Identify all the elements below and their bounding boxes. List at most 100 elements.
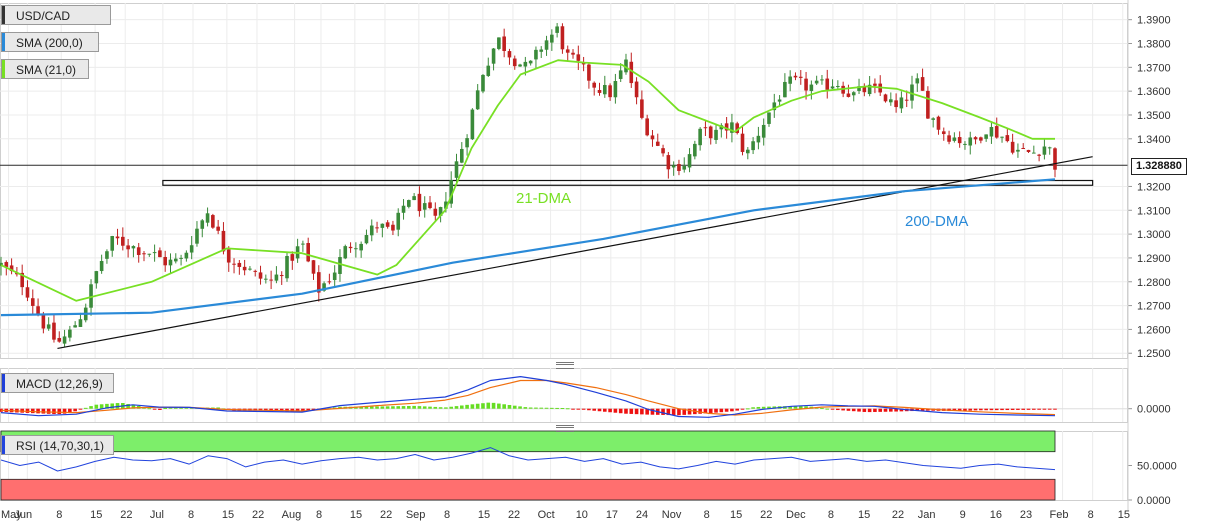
candle-body xyxy=(497,37,501,49)
candle xyxy=(1037,153,1041,162)
macd-histogram-bar xyxy=(407,405,411,409)
candle xyxy=(173,253,178,264)
candle xyxy=(1026,149,1031,153)
candle xyxy=(136,242,141,263)
candle-body xyxy=(168,259,173,266)
sma200-legend[interactable]: SMA (200,0) xyxy=(1,32,99,52)
macd-histogram-bar xyxy=(957,408,962,411)
macd-histogram-bar xyxy=(147,408,152,410)
candle-body xyxy=(248,268,252,270)
candle xyxy=(894,93,898,113)
candle-body xyxy=(963,143,967,145)
candle xyxy=(777,95,782,107)
macd-histogram-bar xyxy=(915,408,920,411)
macd-histogram-bar xyxy=(364,406,369,409)
sma21-legend[interactable]: SMA (21,0) xyxy=(1,59,89,79)
candle xyxy=(645,114,649,137)
candle-body xyxy=(708,126,713,139)
candle-body xyxy=(94,271,99,284)
macd-y-tick-label: 0.0000 xyxy=(1137,404,1171,416)
macd-histogram-bar xyxy=(740,408,745,410)
x-tick-label: Aug xyxy=(282,509,302,521)
candle-body xyxy=(873,83,877,86)
rsi-oversold-zone xyxy=(0,478,1056,501)
macd-histogram-bar xyxy=(719,408,724,413)
candle-body xyxy=(957,137,962,144)
candle-body xyxy=(459,148,464,163)
support-band xyxy=(162,179,1094,186)
candle xyxy=(380,223,385,238)
candle-body xyxy=(772,102,777,111)
candle xyxy=(338,249,342,282)
macd-histogram-bar xyxy=(152,408,157,410)
macd-histogram-bar xyxy=(867,408,872,413)
candle-body xyxy=(973,137,978,140)
candle-body xyxy=(444,201,448,209)
candle xyxy=(714,124,718,144)
candle-body xyxy=(740,133,745,152)
candle-body xyxy=(851,92,856,96)
macd-histogram-bar xyxy=(629,408,634,414)
candle xyxy=(385,220,390,229)
candle xyxy=(899,91,904,113)
candle-body xyxy=(454,161,459,178)
macd-histogram-bar xyxy=(68,408,72,414)
macd-histogram-bar xyxy=(735,408,740,411)
candle-body xyxy=(814,80,819,84)
macd-histogram-bar xyxy=(666,408,671,416)
candle xyxy=(783,73,787,98)
candle xyxy=(1000,136,1004,143)
candle-body xyxy=(99,261,104,272)
candle xyxy=(613,73,618,104)
dma21-annotation: 21-DMA xyxy=(516,190,571,207)
rsi-overbought-zone xyxy=(0,430,1056,453)
candle xyxy=(963,141,967,150)
x-tick-label: 10 xyxy=(576,509,588,521)
x-tick-label: 15 xyxy=(350,509,362,521)
candle xyxy=(348,242,353,253)
macd-pane xyxy=(0,368,1128,423)
macd-histogram-bar xyxy=(798,405,803,409)
candle xyxy=(486,57,491,77)
macd-histogram-bar xyxy=(793,405,798,409)
symbol-legend[interactable]: USD/CAD xyxy=(1,5,111,25)
macd-histogram-bar xyxy=(767,406,771,409)
candle xyxy=(195,221,199,247)
candle-body xyxy=(1016,149,1020,152)
pane-resize-handle-macd[interactable] xyxy=(556,362,574,369)
candle xyxy=(412,193,416,201)
candle-body xyxy=(883,94,888,102)
candle xyxy=(761,118,766,146)
candle-body xyxy=(830,86,835,89)
rsi-legend[interactable]: RSI (14,70,30,1) xyxy=(1,435,114,455)
x-tick-label: Sep xyxy=(406,509,426,521)
rsi-y-tick-label: 50.0000 xyxy=(1137,461,1177,473)
candle-body xyxy=(889,99,893,103)
candle xyxy=(258,265,263,285)
macd-histogram-bar xyxy=(1032,408,1036,410)
candle xyxy=(989,121,994,144)
y-tick-label: 1.3100 xyxy=(1137,205,1171,217)
candle-body xyxy=(724,123,729,131)
candle-body xyxy=(216,226,220,231)
candle xyxy=(1032,145,1036,154)
candle-body xyxy=(629,61,634,84)
macd-histogram-bar xyxy=(883,408,888,412)
pane-resize-handle-rsi[interactable] xyxy=(556,425,574,432)
candle-body xyxy=(380,223,385,228)
candle-body xyxy=(655,141,660,146)
candle-body xyxy=(804,78,808,91)
macd-legend[interactable]: MACD (12,26,9) xyxy=(1,373,114,393)
candle xyxy=(936,115,941,135)
macd-histogram-bar xyxy=(544,407,549,409)
candle xyxy=(126,238,130,258)
candle xyxy=(618,63,623,82)
macd-histogram-bar xyxy=(89,406,93,409)
candle-body xyxy=(327,281,332,283)
trend-line xyxy=(57,156,1093,350)
candle xyxy=(274,266,279,284)
macd-histogram-bar xyxy=(523,407,528,409)
macd-histogram-bar xyxy=(555,407,559,409)
candle-body xyxy=(465,138,469,148)
candle xyxy=(470,108,475,141)
